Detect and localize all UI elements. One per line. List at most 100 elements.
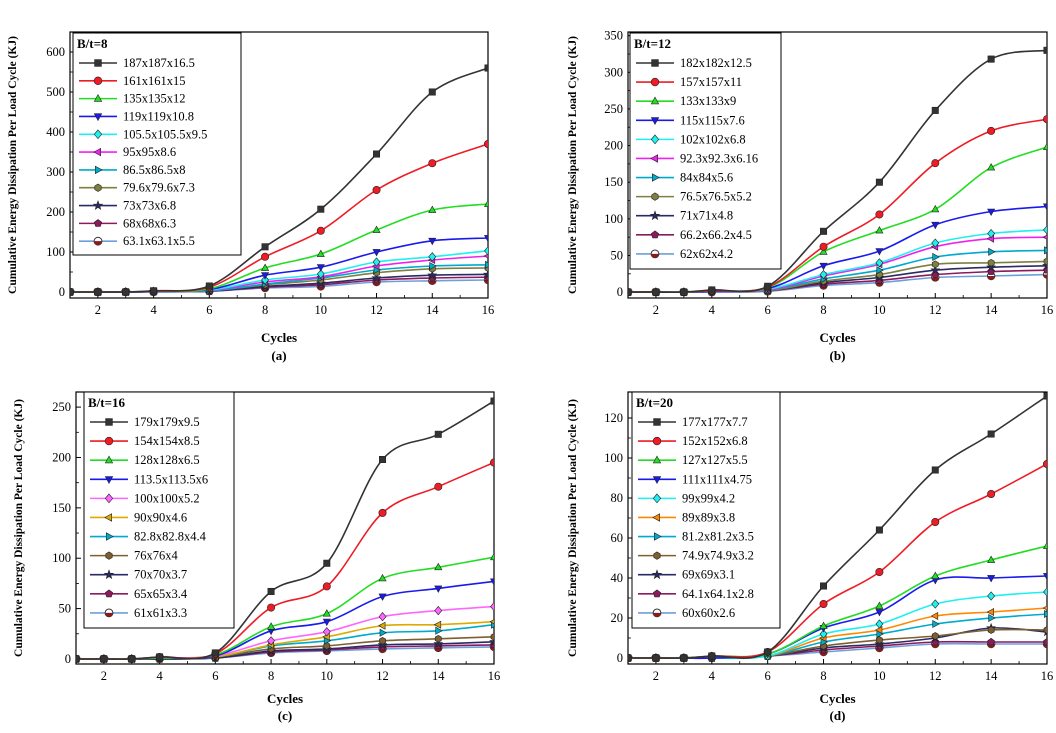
legend-marker (105, 418, 113, 426)
data-point (490, 601, 494, 612)
legend-box (629, 32, 782, 270)
panel-caption: (d) (830, 708, 846, 723)
data-point (378, 621, 386, 630)
data-point (372, 257, 381, 267)
legend-marker-half (94, 241, 102, 246)
legend-label: 62x62x4.2 (680, 247, 733, 261)
data-point (987, 228, 996, 239)
data-point (1042, 142, 1047, 150)
legend-box (83, 391, 235, 629)
legend-marker (650, 96, 660, 105)
data-point (987, 258, 995, 267)
data-point (434, 634, 442, 643)
data-point (708, 652, 716, 660)
data-point (485, 260, 488, 269)
x-tick-label: 10 (315, 303, 328, 317)
legend-label: 82.8x82.8x4.4 (134, 530, 207, 544)
data-point (322, 609, 331, 617)
legend-label: 79.6x79.6x7.3 (123, 181, 195, 195)
series-182x182x12.5 (628, 46, 1047, 296)
legend-marker (104, 493, 114, 504)
series-line (628, 395, 1047, 659)
y-axis-label: Cumulative Energy Dissipation Per Load C… (567, 399, 579, 657)
y-tick-label: 0 (617, 285, 623, 299)
data-point (70, 288, 74, 296)
y-axis-label: Cumulative Energy Dissipation Per Load C… (567, 36, 579, 294)
x-tick-label: 8 (820, 303, 826, 317)
x-tick-label: 6 (212, 669, 218, 683)
data-point (1044, 609, 1047, 619)
series-line (70, 276, 488, 293)
legend-marker (649, 210, 661, 221)
y-tick-label: 150 (604, 175, 623, 189)
data-point (435, 626, 443, 635)
series-layer (76, 397, 494, 664)
data-point (987, 430, 995, 438)
x-tick-label: 16 (482, 303, 495, 317)
data-point-half (1043, 274, 1047, 279)
x-tick-label: 2 (653, 303, 659, 317)
series-line (76, 400, 494, 660)
data-point (875, 601, 884, 609)
legend-label: 182x182x12.5 (680, 56, 752, 70)
x-tick-label: 14 (985, 303, 998, 317)
data-point-half (428, 280, 436, 285)
legend-label: 99x99x4.2 (682, 491, 735, 505)
x-axis-label: Cycles (267, 691, 303, 706)
data-point (434, 605, 443, 616)
data-point (266, 622, 276, 630)
data-point (94, 288, 102, 296)
y-tick-label: 100 (46, 245, 65, 259)
legend: B/t=12 182x182x12.5 157x157x11 133x133x9 115… (629, 32, 782, 270)
data-point (819, 262, 828, 271)
data-point (428, 88, 436, 96)
data-point (316, 226, 325, 235)
y-tick-label: 100 (52, 551, 71, 565)
y-tick-label: 50 (611, 248, 624, 262)
data-point (372, 249, 381, 257)
x-tick-label: 14 (985, 669, 998, 683)
data-point (211, 649, 219, 657)
x-tick-label: 2 (101, 669, 107, 683)
data-point (819, 621, 828, 629)
data-point (875, 210, 884, 219)
data-point (875, 526, 883, 534)
series-line (628, 49, 1047, 294)
legend-marker (650, 134, 660, 145)
data-point (434, 585, 443, 593)
data-point (931, 571, 940, 579)
legend-marker (93, 147, 101, 157)
y-tick-label: 120 (604, 411, 623, 425)
data-point (434, 562, 443, 571)
data-point (875, 609, 884, 617)
data-point (1043, 626, 1047, 634)
data-point (987, 55, 995, 63)
data-point (429, 261, 437, 271)
legend-marker (650, 77, 660, 87)
data-point (988, 247, 996, 256)
data-point-half (931, 277, 939, 282)
data-point (100, 655, 108, 663)
y-tick-label: 600 (46, 45, 65, 59)
data-point (428, 252, 437, 262)
legend-marker (106, 532, 114, 541)
data-point (1043, 225, 1047, 235)
y-tick-label: 350 (604, 29, 623, 43)
y-tick-label: 0 (59, 285, 65, 299)
legend-marker (653, 551, 661, 560)
data-point (76, 655, 80, 663)
y-tick-label: 150 (52, 501, 71, 515)
legend-box (631, 391, 781, 629)
data-point (428, 159, 437, 168)
legend-marker (94, 183, 102, 192)
legend-label: 102x102x6.8 (680, 132, 746, 146)
series-line (628, 642, 1047, 659)
chart-panel-4: 2 4 6 8 10 12 14 16 0 20 40 60 80 100 120 Cycles (d) Cumu… (567, 391, 1053, 723)
y-tick-label: 300 (46, 165, 65, 179)
data-point (931, 632, 939, 640)
data-point (986, 607, 995, 617)
data-point (267, 603, 276, 612)
data-point (931, 517, 940, 526)
data-point (261, 275, 269, 285)
x-tick-label: 10 (321, 669, 334, 683)
